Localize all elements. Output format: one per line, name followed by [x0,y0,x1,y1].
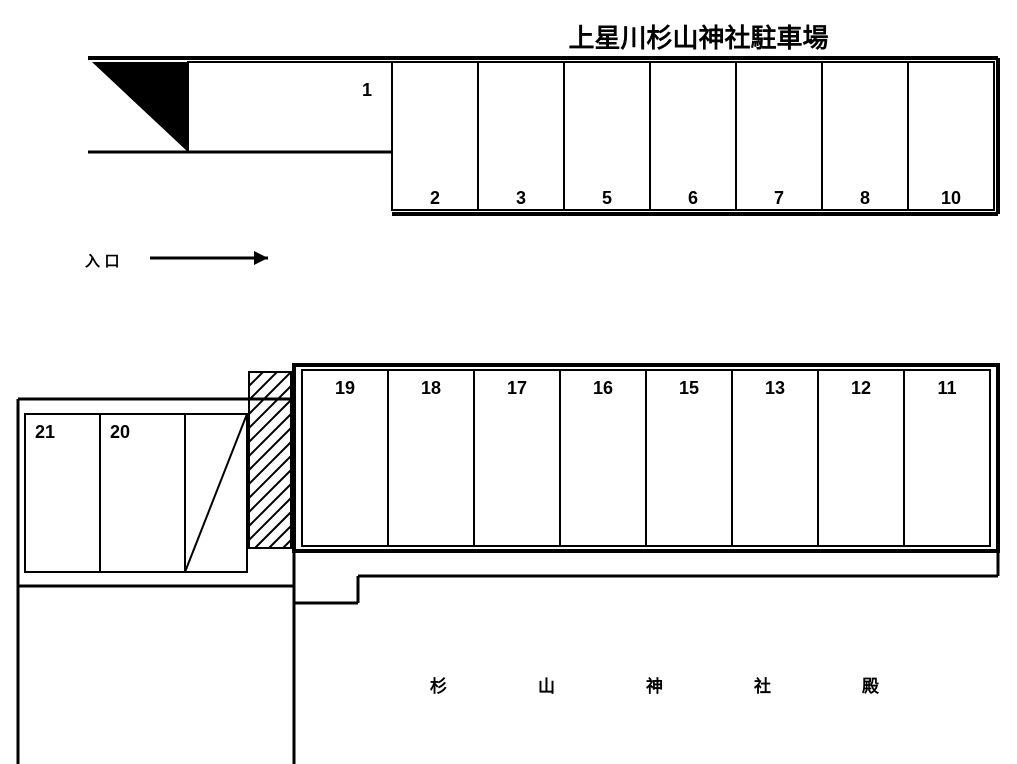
diagram-title: 上星川杉山神社駐車場 [380,18,1017,55]
shrine-char-1: 山 [538,672,555,697]
slot-label-8: 8 [822,188,908,209]
slot-label-20: 20 [110,422,130,443]
parking-slot-blank [185,414,247,572]
corner-triangle [92,62,188,152]
slot-label-18: 18 [388,378,474,399]
shrine-char-2: 神 [646,672,663,697]
slot-label-11: 11 [904,378,990,399]
slot-label-6: 6 [650,188,736,209]
slot-label-16: 16 [560,378,646,399]
entrance-label: 入口 [85,250,124,271]
slot-label-12: 12 [818,378,904,399]
slot-label-15: 15 [646,378,732,399]
slot-label-19: 19 [302,378,388,399]
slot-label-17: 17 [474,378,560,399]
slot-label-21: 21 [35,422,55,443]
slot-label-5: 5 [564,188,650,209]
shrine-char-0: 杉 [430,672,447,697]
shrine-char-3: 社 [754,672,771,697]
hatched-area [249,372,291,548]
slot-label-1: 1 [362,80,372,101]
slot-label-7: 7 [736,188,822,209]
parking-slot-1 [188,62,392,152]
slot-label-13: 13 [732,378,818,399]
slot-label-2: 2 [392,188,478,209]
shrine-char-4: 殿 [862,672,879,697]
slot-label-3: 3 [478,188,564,209]
slot-label-10: 10 [908,188,994,209]
